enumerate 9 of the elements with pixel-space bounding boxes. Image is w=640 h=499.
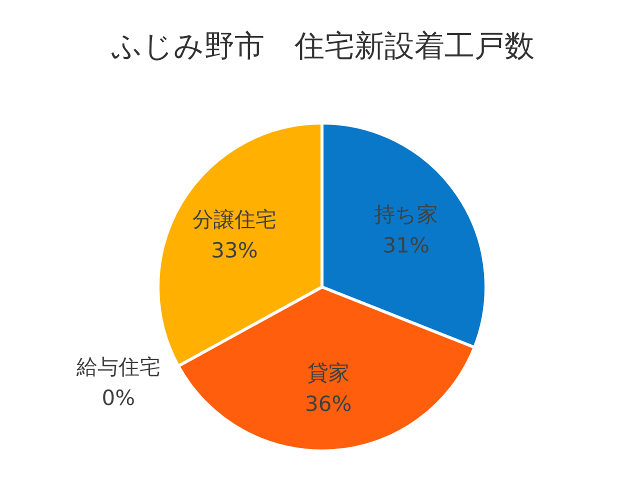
data-label: 33%	[211, 238, 258, 263]
category-label: 給与住宅	[76, 355, 160, 380]
slice-label: 分譲住宅	[192, 208, 276, 232]
data-label: 36%	[305, 392, 352, 416]
data-label: 31%	[382, 233, 430, 258]
slice-label: 持ち家	[374, 202, 438, 226]
chart-title: ふじみ野市 住宅新設着工戸数	[110, 29, 534, 64]
text: 0%	[102, 386, 136, 410]
slice-label: 貸家	[307, 360, 350, 385]
